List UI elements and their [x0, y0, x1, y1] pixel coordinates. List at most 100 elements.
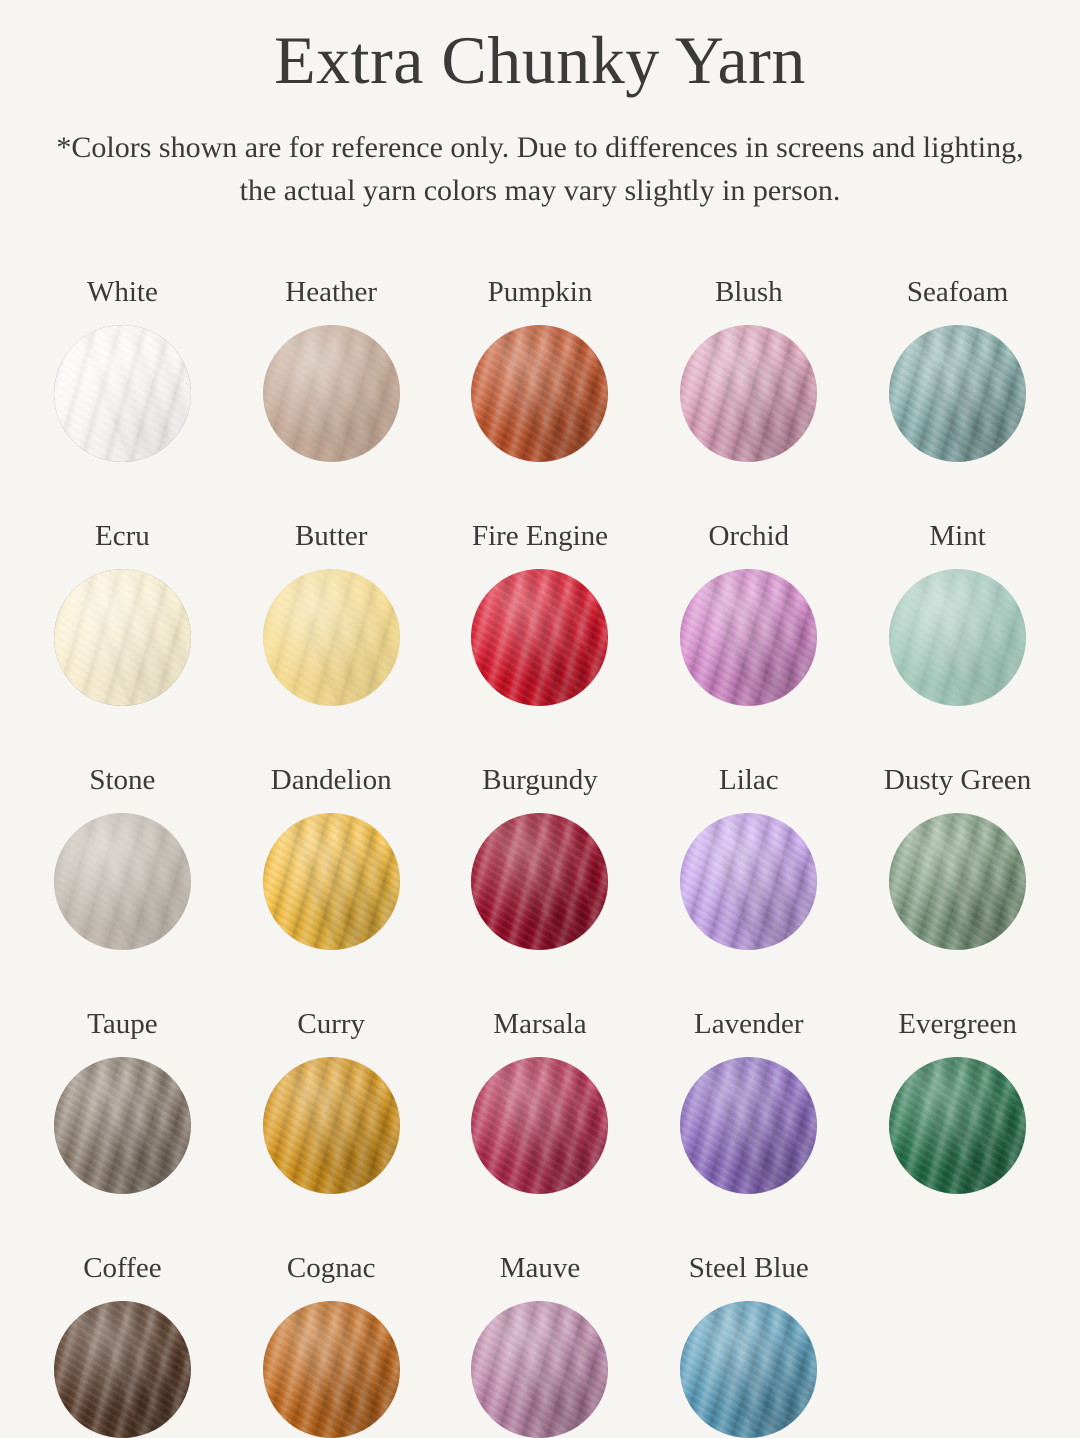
swatch-cell-pumpkin[interactable]: Pumpkin — [436, 278, 645, 462]
swatch-label: Lilac — [719, 764, 779, 796]
yarn-base-color — [680, 813, 818, 950]
yarn-swatch-dusty-green[interactable] — [889, 813, 1027, 950]
yarn-swatch-seafoam[interactable] — [889, 325, 1027, 462]
swatch-cell-fire-engine[interactable]: Fire Engine — [436, 522, 645, 706]
chart-header: Extra Chunky Yarn *Colors shown are for … — [0, 0, 1080, 213]
yarn-swatch-pumpkin[interactable] — [471, 325, 609, 462]
yarn-base-color — [471, 813, 609, 950]
yarn-strand-texture — [471, 325, 609, 462]
yarn-swatch-ecru[interactable] — [53, 569, 191, 706]
swatch-cell-blush[interactable]: Blush — [644, 278, 853, 462]
yarn-ball-shading — [680, 1057, 818, 1194]
yarn-twist-texture — [680, 325, 818, 462]
swatch-cell-seafoam[interactable]: Seafoam — [853, 278, 1062, 462]
yarn-swatch-mint[interactable] — [889, 569, 1027, 706]
yarn-swatch-cognac[interactable] — [262, 1301, 400, 1438]
yarn-swatch-fire-engine[interactable] — [471, 569, 609, 706]
swatch-cell-coffee[interactable]: Coffee — [18, 1254, 227, 1438]
yarn-ball-shading — [889, 325, 1027, 462]
swatch-cell-ecru[interactable]: Ecru — [18, 522, 227, 706]
swatch-cell-mauve[interactable]: Mauve — [436, 1254, 645, 1438]
swatch-cell-taupe[interactable]: Taupe — [18, 1010, 227, 1194]
yarn-base-color — [471, 1057, 609, 1194]
yarn-strand-texture — [53, 325, 191, 462]
yarn-swatch-butter[interactable] — [262, 569, 400, 706]
yarn-swatch-marsala[interactable] — [471, 1057, 609, 1194]
yarn-base-color — [53, 1057, 191, 1194]
swatch-cell-evergreen[interactable]: Evergreen — [853, 1010, 1062, 1194]
yarn-swatch-stone[interactable] — [53, 813, 191, 950]
yarn-strand-texture — [471, 813, 609, 950]
yarn-twist-texture — [262, 1057, 400, 1194]
yarn-strand-texture — [471, 569, 609, 706]
yarn-base-color — [680, 569, 818, 706]
yarn-ball-shading — [262, 1301, 400, 1438]
yarn-twist-texture — [680, 813, 818, 950]
swatch-label: Heather — [285, 276, 378, 308]
swatch-cell-curry[interactable]: Curry — [227, 1010, 436, 1194]
yarn-twist-texture — [53, 1057, 191, 1194]
yarn-strand-texture — [889, 325, 1027, 462]
swatch-label: Fire Engine — [471, 520, 609, 552]
swatch-cell-dusty-green[interactable]: Dusty Green — [853, 766, 1062, 950]
swatch-cell-lilac[interactable]: Lilac — [644, 766, 853, 950]
yarn-ball-shading — [680, 1301, 818, 1438]
yarn-base-color — [262, 1057, 400, 1194]
yarn-swatch-taupe[interactable] — [53, 1057, 191, 1194]
yarn-base-color — [53, 813, 191, 950]
swatch-cell-burgundy[interactable]: Burgundy — [436, 766, 645, 950]
yarn-swatch-dandelion[interactable] — [262, 813, 400, 950]
yarn-swatch-burgundy[interactable] — [471, 813, 609, 950]
yarn-swatch-blush[interactable] — [680, 325, 818, 462]
swatch-label: Pumpkin — [487, 276, 593, 308]
yarn-swatch-orchid[interactable] — [680, 569, 818, 706]
yarn-swatch-heather[interactable] — [262, 325, 400, 462]
yarn-swatch-lavender[interactable] — [680, 1057, 818, 1194]
yarn-ball-shading — [53, 325, 191, 462]
swatch-cell-lavender[interactable]: Lavender — [644, 1010, 853, 1194]
yarn-swatch-curry[interactable] — [262, 1057, 400, 1194]
yarn-ball-shading — [471, 1301, 609, 1438]
swatch-grid: White Heather Pumpkin Blush Seafoam Ecru Butte… — [0, 278, 1080, 1438]
yarn-ball-shading — [680, 569, 818, 706]
yarn-swatch-lilac[interactable] — [680, 813, 818, 950]
yarn-ball-shading — [680, 813, 818, 950]
yarn-swatch-steel-blue[interactable] — [680, 1301, 818, 1438]
swatch-cell-dandelion[interactable]: Dandelion — [227, 766, 436, 950]
swatch-cell-white[interactable]: White — [18, 278, 227, 462]
yarn-base-color — [680, 1057, 818, 1194]
yarn-twist-texture — [680, 1057, 818, 1194]
yarn-ball-shading — [262, 325, 400, 462]
yarn-strand-texture — [262, 569, 400, 706]
swatch-label: Seafoam — [906, 276, 1009, 308]
swatch-label: Mint — [929, 520, 986, 552]
swatch-cell-orchid[interactable]: Orchid — [644, 522, 853, 706]
swatch-cell-marsala[interactable]: Marsala — [436, 1010, 645, 1194]
swatch-cell-heather[interactable]: Heather — [227, 278, 436, 462]
yarn-swatch-mauve[interactable] — [471, 1301, 609, 1438]
yarn-ball-shading — [680, 325, 818, 462]
yarn-twist-texture — [471, 569, 609, 706]
yarn-strand-texture — [889, 1057, 1027, 1194]
yarn-strand-texture — [262, 813, 400, 950]
yarn-twist-texture — [889, 325, 1027, 462]
yarn-swatch-white[interactable] — [53, 325, 191, 462]
yarn-ball-shading — [471, 1057, 609, 1194]
swatch-cell-cognac[interactable]: Cognac — [227, 1254, 436, 1438]
yarn-swatch-evergreen[interactable] — [889, 1057, 1027, 1194]
yarn-strand-texture — [680, 569, 818, 706]
yarn-twist-texture — [262, 325, 400, 462]
yarn-base-color — [889, 813, 1027, 950]
swatch-cell-steel-blue[interactable]: Steel Blue — [644, 1254, 853, 1438]
yarn-twist-texture — [53, 325, 191, 462]
swatch-cell-mint[interactable]: Mint — [853, 522, 1062, 706]
yarn-twist-texture — [53, 569, 191, 706]
swatch-cell-butter[interactable]: Butter — [227, 522, 436, 706]
yarn-swatch-coffee[interactable] — [53, 1301, 191, 1438]
swatch-cell-stone[interactable]: Stone — [18, 766, 227, 950]
yarn-base-color — [262, 325, 400, 462]
swatch-label: Coffee — [83, 1252, 162, 1284]
yarn-twist-texture — [889, 569, 1027, 706]
yarn-ball-shading — [53, 813, 191, 950]
